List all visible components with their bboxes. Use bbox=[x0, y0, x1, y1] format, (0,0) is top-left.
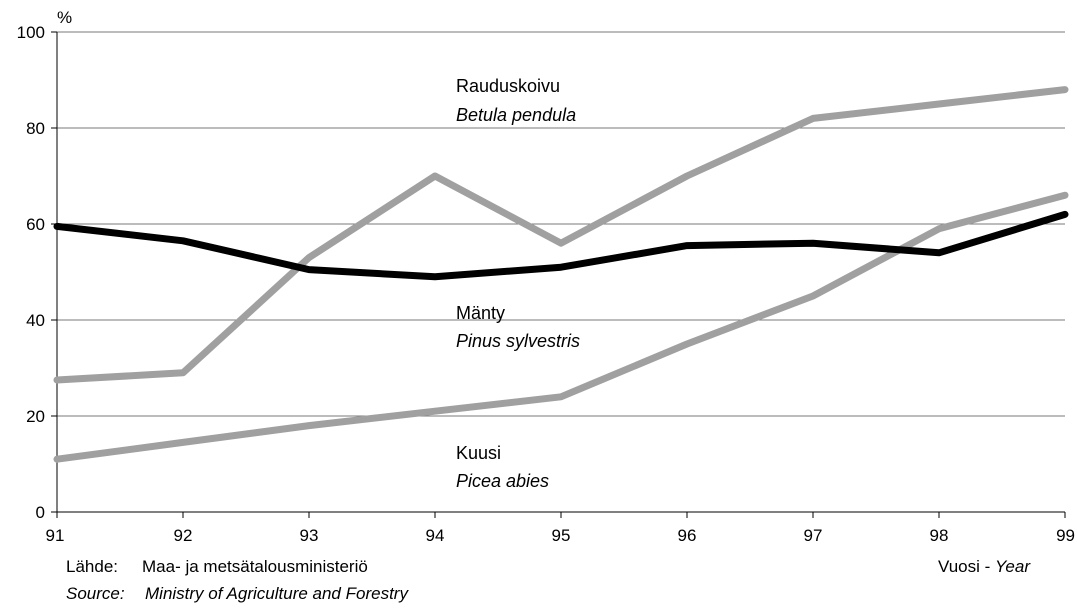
y-tick-label-20: 20 bbox=[26, 407, 45, 426]
x-tick-labels: 91 92 93 94 95 96 97 98 99 bbox=[46, 526, 1075, 545]
x-tick-label-99: 99 bbox=[1056, 526, 1075, 545]
series-line-manty bbox=[53, 210, 1069, 281]
source-fi: Lähde: Maa- ja metsätalousministeriö bbox=[66, 557, 368, 577]
axes bbox=[51, 31, 1066, 518]
x-tick-label-96: 96 bbox=[678, 526, 697, 545]
x-tick-label-93: 93 bbox=[300, 526, 319, 545]
series-line-kuusi bbox=[53, 191, 1069, 463]
series-label-rauduskoivu: Rauduskoivu bbox=[456, 76, 560, 96]
y-tick-label-80: 80 bbox=[26, 119, 45, 138]
series-label-kuusi: Kuusi bbox=[456, 443, 501, 463]
source-text-fi: Maa- ja metsätalousministeriö bbox=[142, 557, 368, 576]
source-label-en: Source: bbox=[66, 584, 125, 603]
x-tick-label-98: 98 bbox=[930, 526, 949, 545]
x-tick-label-94: 94 bbox=[426, 526, 445, 545]
y-tick-label-0: 0 bbox=[36, 503, 45, 522]
series-line-rauduskoivu bbox=[53, 86, 1069, 384]
y-tick-label-100: 100 bbox=[17, 23, 45, 42]
x-axis-title-fi: Vuosi - bbox=[938, 557, 996, 576]
x-tick-label-97: 97 bbox=[804, 526, 823, 545]
x-tick-label-91: 91 bbox=[46, 526, 65, 545]
x-tick-label-92: 92 bbox=[174, 526, 193, 545]
series-label-manty: Mänty bbox=[456, 303, 505, 323]
source-text-en: Ministry of Agriculture and Forestry bbox=[145, 584, 408, 603]
source-en: Source: Ministry of Agriculture and Fore… bbox=[66, 584, 408, 604]
series-latin-manty: Pinus sylvestris bbox=[456, 331, 580, 351]
y-tick-label-40: 40 bbox=[26, 311, 45, 330]
x-axis-title-en: Year bbox=[995, 557, 1030, 576]
y-axis-unit: % bbox=[57, 8, 72, 27]
gridlines bbox=[57, 31, 1065, 417]
source-label-fi: Lähde: bbox=[66, 557, 118, 576]
x-axis-title: Vuosi - Year bbox=[938, 557, 1030, 577]
series-latin-rauduskoivu: Betula pendula bbox=[456, 105, 576, 125]
series-lines bbox=[53, 86, 1069, 463]
y-tick-label-60: 60 bbox=[26, 215, 45, 234]
series-latin-kuusi: Picea abies bbox=[456, 471, 549, 491]
y-tick-labels: 0 20 40 60 80 100 bbox=[17, 23, 45, 522]
x-tick-label-95: 95 bbox=[552, 526, 571, 545]
